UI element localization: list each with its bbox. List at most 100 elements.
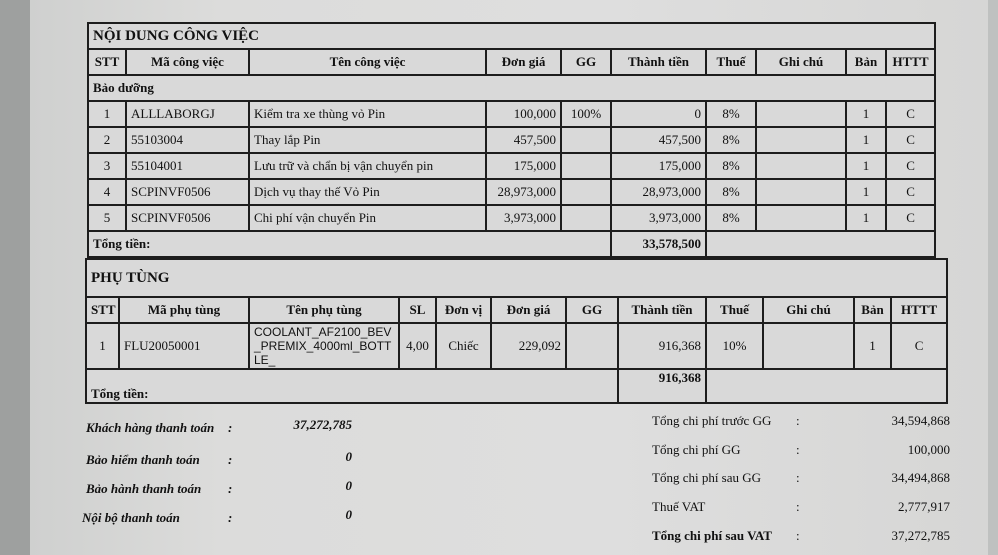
- cell-httt: C: [884, 178, 937, 206]
- cell-stt: 2: [87, 126, 127, 154]
- separator: :: [796, 413, 800, 428]
- col-header: Mã phụ tùng: [118, 296, 250, 324]
- cell-price: 28,973,000: [485, 178, 562, 206]
- col-header: Thuế: [705, 296, 764, 324]
- payment-label: Bảo hành thanh toán: [86, 481, 202, 496]
- total-value: 916,368: [617, 368, 707, 404]
- cell-name: Thay lắp Pin: [248, 126, 487, 154]
- col-header: Thành tiền: [610, 48, 707, 76]
- col-header: STT: [87, 48, 127, 76]
- col-header: Đơn giá: [485, 48, 562, 76]
- cell-note: [755, 126, 847, 154]
- cell-gg: 100%: [560, 100, 612, 128]
- payment-label: Nội bộ thanh toán: [82, 510, 180, 525]
- cell-unit: Chiếc: [435, 322, 492, 370]
- cell-httt: C: [884, 126, 937, 154]
- cell-tax: 8%: [705, 152, 757, 180]
- cell-gg: [560, 152, 612, 180]
- parts-table: PHỤ TÙNG STT Mã phụ tùng Tên phụ tùng SL…: [84, 258, 949, 404]
- cell-tax: 8%: [705, 178, 757, 206]
- col-header: Đơn vị: [435, 296, 492, 324]
- cell-note: [755, 178, 847, 206]
- cell-gg: [560, 204, 612, 232]
- cell-name: Kiểm tra xe thùng vỏ Pin: [248, 100, 487, 128]
- col-header: Thành tiền: [617, 296, 707, 324]
- separator: :: [228, 452, 233, 467]
- parts-header-row: STT Mã phụ tùng Tên phụ tùng SL Đơn vị Đ…: [85, 296, 949, 324]
- cell-stt: 1: [87, 100, 127, 128]
- summary-label: Tổng chi phí sau GG: [652, 470, 762, 485]
- cell-tax: 8%: [705, 126, 757, 154]
- cell-code: FLU20050001: [118, 322, 250, 370]
- table-row: 1 ALLLABORGJ Kiểm tra xe thùng vỏ Pin 100,0…: [87, 100, 937, 128]
- payment-label: Bảo hiểm thanh toán: [86, 452, 200, 467]
- col-header: Tên công việc: [248, 48, 487, 76]
- cell-total: 0: [610, 100, 707, 128]
- cell-copies: 1: [845, 152, 887, 180]
- summary-label: Tổng chi phí trước GG: [652, 413, 772, 428]
- total-label: Tổng tiền:: [85, 368, 619, 404]
- col-header: SL: [398, 296, 437, 324]
- total-value: 33,578,500: [610, 230, 707, 258]
- table-row: 3 55104001 Lưu trữ và chẩn bị vận chuyển p…: [87, 152, 937, 180]
- cell-code: 55104001: [125, 152, 250, 180]
- cell-price: 3,973,000: [485, 204, 562, 232]
- col-header: Ghi chú: [762, 296, 855, 324]
- summary-value: 37,272,785: [891, 528, 951, 543]
- cell-copies: 1: [853, 322, 892, 370]
- work-header-row: STT Mã công việc Tên công việc Đơn giá G…: [87, 48, 937, 76]
- col-header: Bản: [853, 296, 892, 324]
- summary-value: 34,494,868: [891, 470, 951, 485]
- cell-httt: C: [889, 322, 949, 370]
- summary-value: 100,000: [907, 442, 950, 457]
- cell-total: 916,368: [617, 322, 707, 370]
- cell-note: [755, 100, 847, 128]
- col-header: Tên phụ tùng: [248, 296, 400, 324]
- cell-price: 229,092: [490, 322, 567, 370]
- table-row: 2 55103004 Thay lắp Pin 457,500 457,500 8% 1 C: [87, 126, 937, 154]
- cell-name: COOLANT_AF2100_BEV_PREMIX_4000ml_BOTTLE_: [248, 322, 400, 370]
- cell-stt: 1: [85, 322, 120, 370]
- col-header: HTTT: [889, 296, 949, 324]
- separator: :: [228, 420, 233, 435]
- cell-copies: 1: [845, 126, 887, 154]
- summary-label: Tổng chi phí sau VAT: [652, 528, 772, 543]
- separator: :: [228, 481, 233, 496]
- cell-price: 100,000: [485, 100, 562, 128]
- separator: :: [796, 442, 800, 457]
- col-header: GG: [565, 296, 619, 324]
- parts-total-row: Tổng tiền: 916,368: [85, 368, 949, 404]
- payment-value: 0: [345, 507, 353, 522]
- payment-value: 37,272,785: [293, 417, 353, 432]
- empty-cell: [704, 368, 949, 404]
- col-header: HTTT: [884, 48, 937, 76]
- parts-section-title: PHỤ TÙNG: [84, 258, 949, 298]
- separator: :: [796, 470, 800, 485]
- cell-total: 28,973,000: [610, 178, 707, 206]
- cell-httt: C: [884, 204, 937, 232]
- cell-httt: C: [884, 152, 937, 180]
- cell-stt: 5: [87, 204, 127, 232]
- cell-code: ALLLABORGJ: [125, 100, 250, 128]
- cell-note: [755, 152, 847, 180]
- col-header: Thuế: [705, 48, 757, 76]
- work-table: NỘI DUNG CÔNG VIỆC STT Mã công việc Tên …: [86, 22, 937, 258]
- cell-code: 55103004: [125, 126, 250, 154]
- photo-background-edge: [0, 0, 30, 555]
- payment-value: 0: [345, 449, 353, 464]
- col-header: Ghi chú: [755, 48, 847, 76]
- cell-note: [762, 322, 855, 370]
- group-label: Bảo dưỡng: [86, 74, 937, 102]
- col-header: Mã công việc: [125, 48, 250, 76]
- cell-copies: 1: [845, 204, 887, 232]
- cell-gg: [560, 178, 612, 206]
- total-label: Tổng tiền:: [87, 230, 612, 258]
- col-header: STT: [85, 296, 120, 324]
- table-row: 1 FLU20050001 COOLANT_AF2100_BEV_PREMIX_…: [85, 322, 949, 370]
- separator: :: [796, 499, 800, 514]
- cell-name: Lưu trữ và chẩn bị vận chuyển pin: [248, 152, 487, 180]
- separator: :: [796, 528, 800, 543]
- col-header: GG: [560, 48, 612, 76]
- summary-value: 2,777,917: [898, 499, 950, 514]
- cell-copies: 1: [845, 178, 887, 206]
